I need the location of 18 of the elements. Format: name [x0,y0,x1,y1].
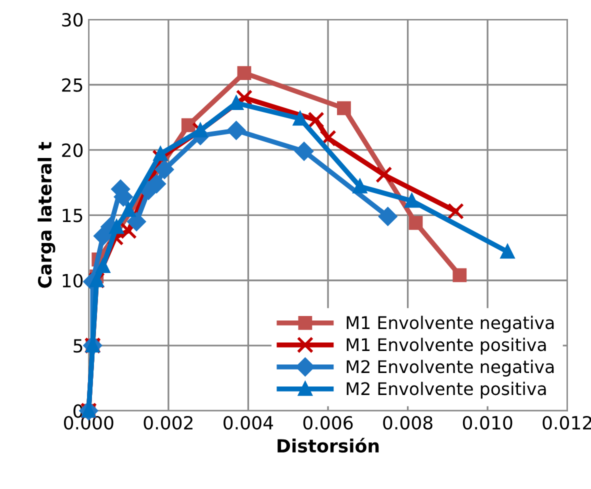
legend-label: M1 Envolvente positiva [346,338,546,355]
x-tick-label: 0.006 [303,416,353,430]
x-tick-label: 0.012 [542,416,591,430]
x-tick-label: 0.004 [224,416,274,430]
y-tick-label: 5 [74,339,82,353]
x-tick-label: 0.008 [383,416,432,430]
y-tick-label: 20 [62,143,83,158]
x-axis-title: Distorsión [278,438,379,453]
legend-label: M2 Envolvente negativa [346,360,554,377]
y-tick-label: 15 [62,208,82,222]
y-tick-label: 10 [62,274,83,288]
y-tick-label: 30 [62,13,83,27]
y-tick-label: 25 [62,78,82,92]
legend-label: M1 Envolvente negativa [346,316,554,333]
x-tick-label: 0.002 [144,416,192,430]
x-tick-label: 0.010 [462,416,512,430]
y-axis-title: Carga lateral t [38,142,56,288]
legend-label: M2 Envolvente positiva [346,382,546,399]
